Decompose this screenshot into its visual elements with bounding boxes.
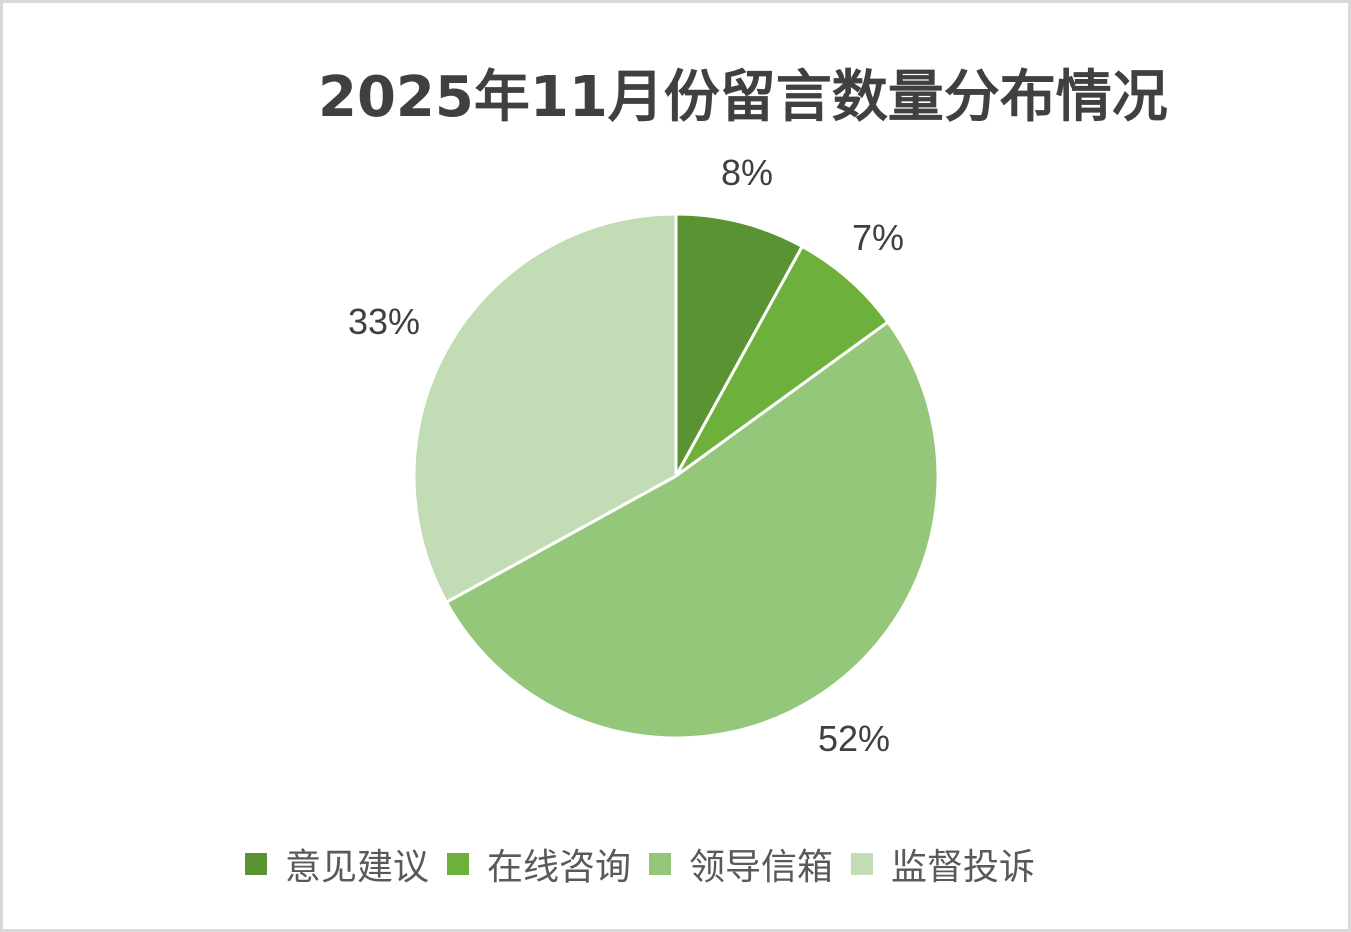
data-label-yijianjianyi: 8% (721, 152, 774, 193)
chart-title: 2025年11月份留言数量分布情况 (318, 65, 1168, 130)
pie-slices (412, 212, 940, 740)
legend-item-zaixianzixun: 在线咨询 (447, 838, 631, 890)
data-label-lingdaoxinxiang: 52% (818, 718, 891, 759)
legend-swatch-icon (649, 853, 672, 875)
chart-legend: 意见建议 在线咨询 领导信箱 监督投诉 (245, 838, 1053, 890)
legend-label: 领导信箱 (689, 847, 834, 888)
legend-item-lingdaoxinxiang: 领导信箱 (649, 838, 833, 890)
data-label-jianduts: 33% (348, 301, 421, 342)
legend-label: 监督投诉 (891, 847, 1036, 888)
legend-swatch-icon (447, 853, 470, 875)
pie-slice-2 (444, 319, 940, 740)
legend-item-jianduts: 监督投诉 (851, 838, 1035, 890)
legend-label: 在线咨询 (487, 847, 632, 888)
pie-slice-3 (412, 212, 678, 605)
data-label-zaixianzixun: 7% (852, 217, 905, 258)
legend-item-yijianjianyi: 意见建议 (245, 838, 429, 890)
legend-swatch-icon (245, 853, 267, 875)
pie-slice-1 (674, 244, 891, 478)
legend-swatch-icon (851, 853, 874, 875)
legend-label: 意见建议 (285, 847, 430, 888)
pie-slice-0 (674, 212, 805, 477)
